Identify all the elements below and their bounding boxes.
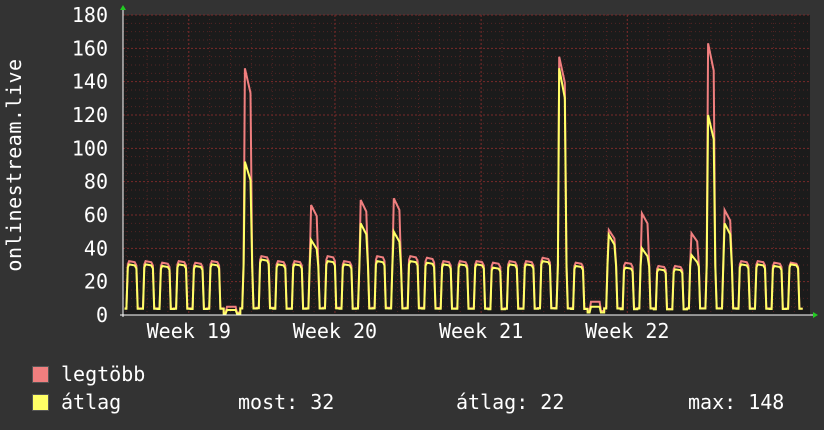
stat-max-label: max: — [688, 390, 737, 414]
y-tick-label: 20 — [84, 270, 108, 294]
x-tick-label: Week 20 — [293, 319, 377, 343]
y-tick-labels: 0 20 40 60 80 100 120 140 160 180 — [72, 3, 108, 327]
y-tick-label: 160 — [72, 36, 108, 60]
stat-average-value: 22 — [540, 390, 565, 414]
stat-max: max: 148 — [688, 390, 784, 414]
y-axis-label: onlinestream.live — [2, 58, 26, 272]
y-axis-arrow-icon — [120, 5, 126, 10]
stat-now-label: most: — [238, 390, 299, 414]
stat-max-value: 148 — [748, 390, 785, 414]
y-tick-label: 140 — [72, 70, 108, 94]
y-tick-label: 80 — [84, 170, 108, 194]
stat-average-label: átlag: — [456, 390, 529, 414]
x-tick-label: Week 22 — [585, 319, 669, 343]
legend-item-atlag: átlag — [32, 390, 121, 414]
x-tick-label: Week 19 — [147, 319, 231, 343]
legend-label-legtobb: legtöbb — [61, 362, 146, 386]
stat-average: átlag: 22 — [456, 390, 564, 414]
x-tick-labels: Week 19 Week 20 Week 21 Week 22 — [147, 319, 670, 343]
legend-swatch-atlag — [32, 393, 49, 411]
legend-item-legtobb: legtöbb — [32, 362, 145, 386]
x-axis-arrow-icon — [813, 312, 818, 318]
stat-now: most: 32 — [238, 390, 334, 414]
y-tick-label: 40 — [84, 236, 108, 260]
y-tick-label: 120 — [72, 103, 108, 127]
y-tick-label: 60 — [84, 203, 108, 227]
grid — [123, 14, 810, 316]
series-line-atlag — [124, 68, 803, 315]
stat-now-value: 32 — [310, 390, 335, 414]
x-tick-label: Week 21 — [439, 319, 523, 343]
y-tick-label: 100 — [72, 136, 108, 160]
y-tick-label: 180 — [72, 3, 108, 27]
legend-label-atlag: átlag — [61, 390, 122, 414]
y-tick-label: 0 — [96, 303, 108, 327]
y-axis-label-container: onlinestream.live — [0, 0, 30, 330]
axes — [120, 5, 818, 318]
legend-swatch-legtobb — [32, 365, 49, 383]
